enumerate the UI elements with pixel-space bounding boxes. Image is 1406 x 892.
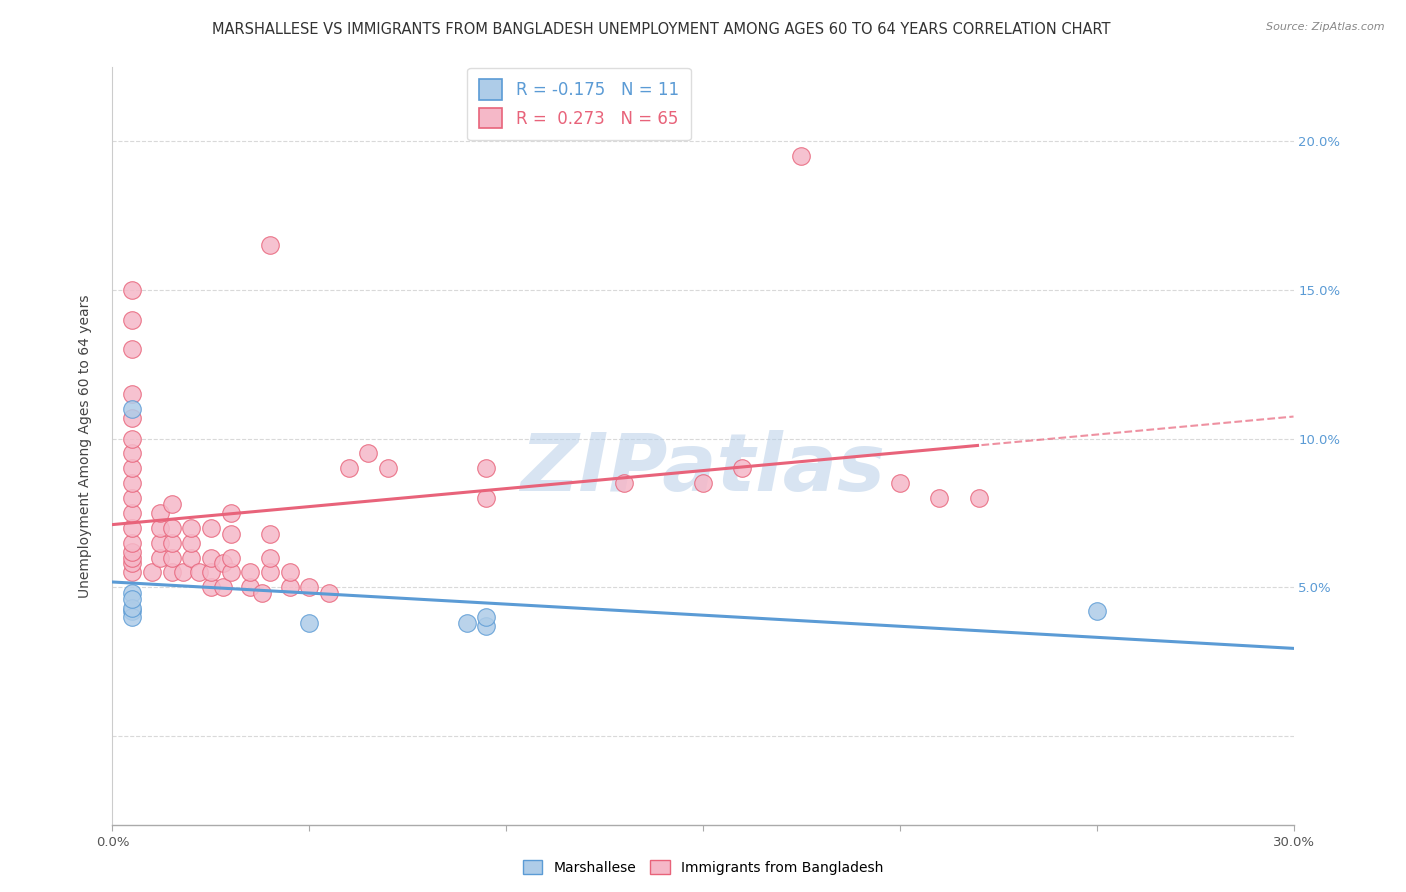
Y-axis label: Unemployment Among Ages 60 to 64 years: Unemployment Among Ages 60 to 64 years: [77, 294, 91, 598]
Point: [121, 432, 143, 446]
Point: [121, 283, 143, 297]
Point: [172, 566, 194, 580]
Point: [1085, 604, 1108, 618]
Point: [259, 238, 281, 252]
Point: [318, 586, 340, 600]
Text: MARSHALLESE VS IMMIGRANTS FROM BANGLADESH UNEMPLOYMENT AMONG AGES 60 TO 64 YEARS: MARSHALLESE VS IMMIGRANTS FROM BANGLADES…: [211, 22, 1111, 37]
Point: [200, 566, 222, 580]
Point: [149, 521, 172, 535]
Point: [160, 535, 183, 549]
Point: [121, 610, 143, 624]
Point: [121, 491, 143, 505]
Point: [121, 410, 143, 425]
Point: [259, 526, 281, 541]
Point: [219, 566, 242, 580]
Point: [160, 566, 183, 580]
Point: [121, 401, 143, 416]
Point: [211, 557, 233, 571]
Point: [475, 491, 498, 505]
Point: [149, 535, 172, 549]
Point: [889, 476, 911, 491]
Text: Source: ZipAtlas.com: Source: ZipAtlas.com: [1267, 22, 1385, 32]
Point: [141, 566, 163, 580]
Point: [121, 476, 143, 491]
Point: [259, 566, 281, 580]
Point: [239, 566, 262, 580]
Point: [475, 461, 498, 475]
Point: [121, 601, 143, 615]
Point: [250, 586, 273, 600]
Point: [180, 521, 202, 535]
Point: [613, 476, 636, 491]
Point: [259, 550, 281, 565]
Point: [200, 521, 222, 535]
Point: [121, 586, 143, 600]
Point: [180, 535, 202, 549]
Point: [121, 592, 143, 607]
Point: [121, 446, 143, 460]
Point: [219, 506, 242, 520]
Point: [790, 149, 813, 163]
Point: [475, 619, 498, 633]
Point: [278, 580, 301, 594]
Point: [200, 580, 222, 594]
Point: [121, 506, 143, 520]
Point: [121, 566, 143, 580]
Point: [692, 476, 714, 491]
Point: [121, 387, 143, 401]
Point: [456, 615, 478, 630]
Point: [160, 550, 183, 565]
Point: [149, 506, 172, 520]
Point: [180, 550, 202, 565]
Point: [121, 461, 143, 475]
Point: [475, 610, 498, 624]
Point: [278, 566, 301, 580]
Point: [121, 535, 143, 549]
Legend: Marshallese, Immigrants from Bangladesh: Marshallese, Immigrants from Bangladesh: [517, 855, 889, 880]
Point: [928, 491, 950, 505]
Point: [121, 312, 143, 326]
Point: [121, 521, 143, 535]
Legend: R = -0.175   N = 11, R =  0.273   N = 65: R = -0.175 N = 11, R = 0.273 N = 65: [467, 68, 690, 140]
Point: [298, 580, 321, 594]
Point: [188, 566, 211, 580]
Point: [160, 497, 183, 511]
Point: [200, 550, 222, 565]
Point: [211, 580, 233, 594]
Point: [121, 343, 143, 357]
Point: [121, 604, 143, 618]
Point: [731, 461, 754, 475]
Point: [967, 491, 990, 505]
Point: [239, 580, 262, 594]
Point: [298, 615, 321, 630]
Point: [121, 557, 143, 571]
Point: [357, 446, 380, 460]
Point: [219, 550, 242, 565]
Point: [121, 550, 143, 565]
Text: ZIPatlas: ZIPatlas: [520, 430, 886, 508]
Point: [149, 550, 172, 565]
Point: [121, 544, 143, 558]
Point: [337, 461, 360, 475]
Point: [377, 461, 399, 475]
Point: [219, 526, 242, 541]
Point: [160, 521, 183, 535]
